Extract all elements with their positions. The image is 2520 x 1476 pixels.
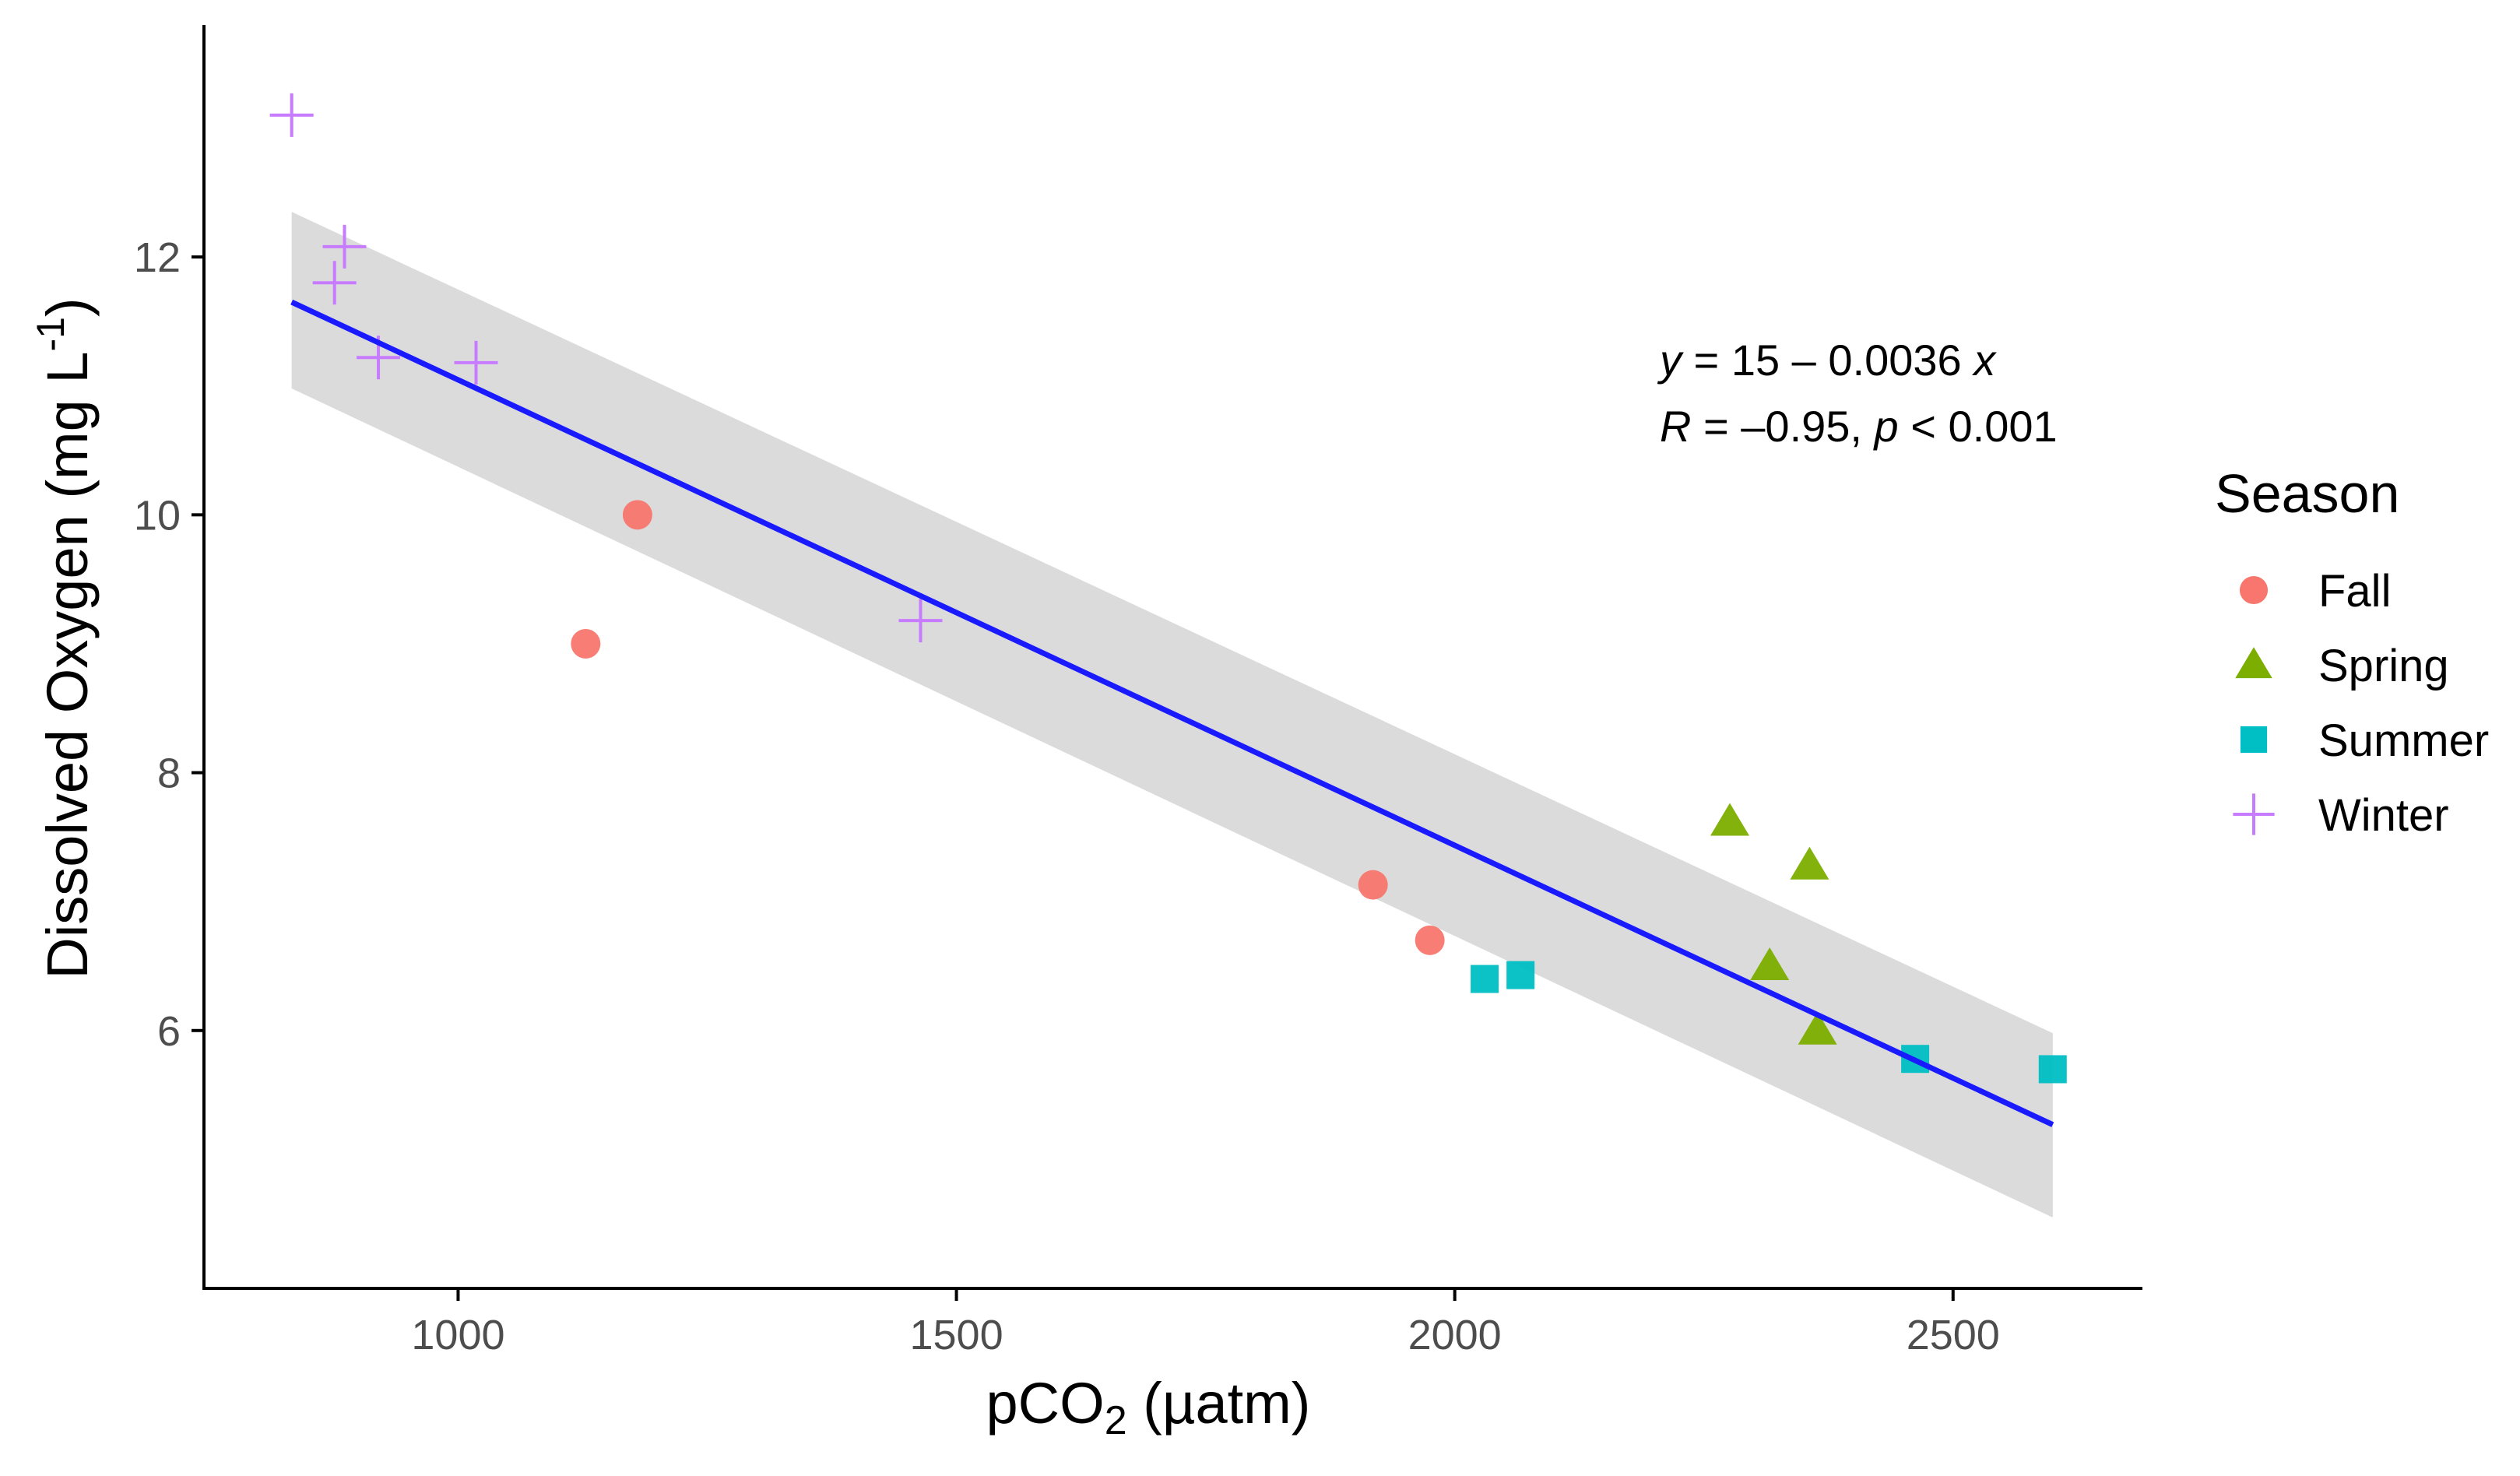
x-tick-label: 2000	[1408, 1312, 1502, 1358]
data-point-summer-3	[2038, 1055, 2067, 1084]
data-point-fall-1	[622, 500, 652, 530]
y-axis-label-unit-open: (mg L	[35, 352, 100, 499]
x-tick-label: 2500	[1907, 1312, 2000, 1358]
data-point-winter-5	[898, 599, 943, 643]
legend-item-summer: Summer	[2240, 715, 2489, 766]
legend-item-fall: Fall	[2239, 566, 2391, 617]
x-axis-label: pCO2 (µatm)	[986, 1371, 1311, 1443]
y-tick-label: 6	[157, 1008, 181, 1055]
data-point-fall-2	[1358, 870, 1388, 900]
x-tick-label: 1000	[411, 1312, 504, 1358]
y-tick-label: 8	[157, 750, 181, 797]
summer-legend-key	[2240, 726, 2268, 754]
equation-annotation: y = 15 – 0.0036 x	[1657, 336, 1997, 385]
data-point-spring-0	[1710, 803, 1749, 836]
x-tick-label: 1500	[909, 1312, 1003, 1358]
data-point-spring-3	[1798, 1011, 1837, 1045]
fit-line-layer	[290, 299, 2054, 1127]
legend-title: Season	[2215, 463, 2399, 524]
data-point-winter-4	[454, 340, 498, 385]
legend-label: Winter	[2318, 790, 2449, 841]
x-axis-label-unit: (µatm)	[1143, 1371, 1310, 1436]
legend-label: Fall	[2318, 566, 2391, 617]
eq-y-symbol: y	[1657, 336, 1684, 385]
y-axis-label: Dissolved Oxygen (mg L-1)	[29, 297, 100, 979]
stats-p-text: < 0.001	[1899, 402, 2058, 451]
data-point-summer-0	[1471, 965, 1499, 993]
stats-r-text: = –0.95,	[1691, 402, 1874, 451]
y-tick-label: 10	[134, 492, 181, 539]
regression-line	[290, 299, 2054, 1127]
data-point-summer-1	[1506, 961, 1535, 989]
y-ticks: 6 8 10 12	[134, 234, 204, 1055]
x-axis-label-subscript: 2	[1105, 1398, 1127, 1443]
data-point-spring-2	[1750, 947, 1790, 980]
data-point-fall-3	[1415, 925, 1445, 955]
legend-label: Spring	[2318, 641, 2449, 691]
data-point-winter-0	[269, 93, 314, 137]
data-point-winter-2	[312, 261, 357, 305]
y-axis-label-unit-sup: -1	[29, 317, 72, 351]
y-tick-label: 12	[134, 234, 181, 281]
eq-text: = 15 – 0.0036	[1682, 336, 1973, 385]
stats-p-symbol: p	[1873, 402, 1899, 451]
data-point-fall-0	[571, 628, 601, 659]
winter-legend-key	[2233, 793, 2275, 835]
legend: Season Fall Spring Summer Winter	[2215, 463, 2489, 841]
legend-items: Fall Spring Summer Winter	[2233, 566, 2489, 841]
stats-annotation: R = –0.95, p < 0.001	[1660, 402, 2058, 451]
spring-legend-key	[2235, 647, 2272, 679]
y-axis-label-main: Dissolved Oxygen	[35, 515, 100, 979]
y-axis-label-unit-close: )	[35, 297, 100, 317]
legend-item-winter: Winter	[2233, 790, 2449, 841]
x-axis-label-main: pCO	[986, 1371, 1105, 1436]
points-layer	[269, 93, 2067, 1084]
legend-item-spring: Spring	[2235, 641, 2449, 691]
stats-r-symbol: R	[1660, 402, 1691, 451]
legend-label: Summer	[2318, 715, 2489, 766]
data-point-spring-1	[1790, 846, 1829, 880]
x-ticks: 1000 1500 2000 2500	[411, 1288, 2000, 1358]
eq-x-symbol: x	[1971, 336, 1997, 385]
data-point-winter-1	[322, 224, 367, 269]
fall-legend-key	[2239, 575, 2269, 605]
